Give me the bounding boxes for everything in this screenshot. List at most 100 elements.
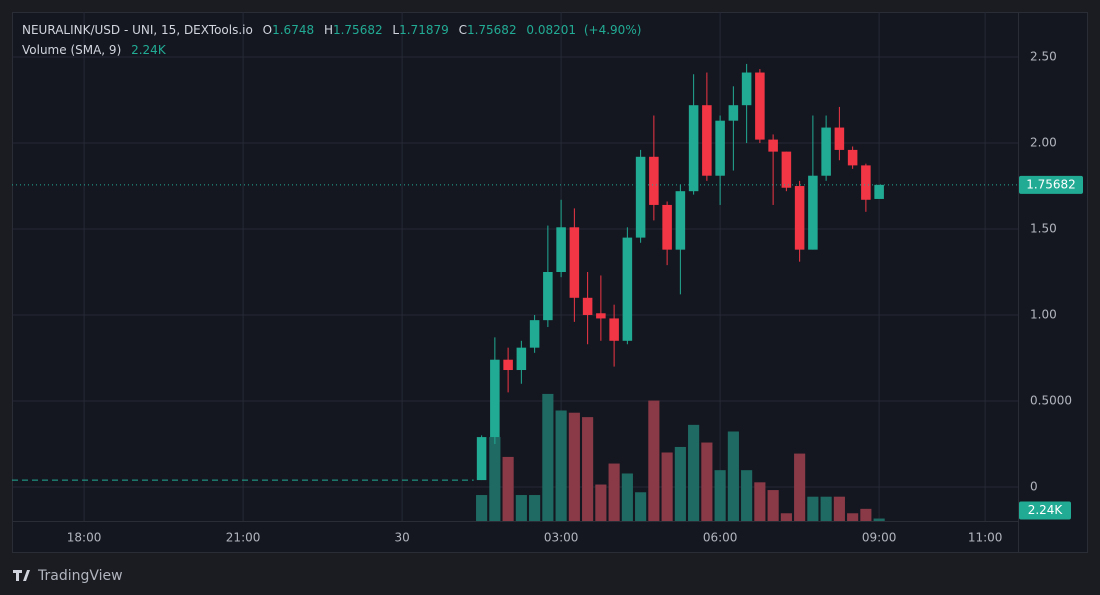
candle-body	[609, 318, 619, 341]
volume-bar	[847, 513, 859, 521]
candle-body	[649, 156, 659, 205]
candle-body	[861, 165, 871, 200]
volume-bar	[476, 495, 488, 521]
volume-bar	[661, 452, 673, 521]
candle-body	[662, 204, 672, 250]
high-value: 1.75682	[333, 23, 383, 37]
ohlc-letter: H	[324, 23, 333, 37]
brand-name: TradingView	[37, 568, 123, 584]
y-tick-label: 0	[1030, 479, 1038, 493]
low-value: 1.71879	[399, 23, 449, 37]
title: NEURALINK/USD - UNI, 15, DEXTools.io	[22, 23, 253, 37]
branding: TradingView	[13, 568, 123, 584]
volume-bar	[568, 412, 580, 521]
candle-body	[755, 72, 765, 140]
x-tick-label: 09:00	[862, 531, 897, 545]
y-tick-label: 2.50	[1030, 50, 1057, 64]
volume-bar	[688, 424, 700, 521]
last-price-label: 1.75682	[1026, 177, 1076, 191]
y-tick-label: 2.00	[1030, 136, 1057, 150]
candle-body	[556, 227, 566, 273]
x-tick-label: 11:00	[968, 531, 1003, 545]
candle-body	[728, 105, 739, 121]
candle-body	[569, 227, 580, 298]
ohlc-letter: C	[459, 23, 467, 37]
volume-bar	[529, 495, 541, 521]
volume-bar	[780, 513, 792, 521]
volume-bar	[608, 463, 620, 521]
candle-body	[781, 151, 792, 188]
close-value: 1.75682	[467, 23, 517, 37]
candle-body	[476, 437, 487, 481]
plot	[12, 12, 1018, 521]
volume-bar	[820, 496, 832, 521]
change-value: 0.08201	[526, 23, 576, 37]
volume-bar	[635, 492, 647, 521]
candle-body	[715, 120, 725, 176]
volume-bar	[714, 470, 726, 521]
open-value: 1.6748	[272, 23, 314, 37]
x-tick-label: 06:00	[703, 531, 738, 545]
volume-bar	[727, 431, 739, 521]
y-tick-label: 1.00	[1030, 307, 1057, 321]
volume-bar	[515, 495, 527, 521]
candle-body	[702, 105, 712, 176]
x-tick-label: 21:00	[226, 531, 261, 545]
y-tick-label: 0.5000	[1030, 393, 1072, 407]
candle-body	[582, 297, 593, 315]
volume-bar	[873, 518, 885, 521]
x-tick-label: 18:00	[67, 531, 102, 545]
candle-body	[529, 320, 540, 348]
candle-body	[874, 184, 884, 199]
candle-body	[543, 272, 553, 321]
brand-logo	[13, 570, 30, 581]
volume-bar	[595, 484, 607, 521]
x-tick-label: 30	[394, 531, 409, 545]
volume-bar	[542, 393, 554, 521]
volume-bar	[502, 456, 514, 521]
volume-bar	[860, 508, 872, 521]
volume-bar	[807, 496, 819, 521]
change-percent: (+4.90%)	[584, 23, 642, 37]
volume-bar	[555, 410, 567, 521]
volume-bar	[701, 442, 713, 521]
volume-name: Volume (SMA, 9)	[22, 43, 121, 57]
ohlc-letter: L	[392, 23, 399, 37]
volume-bar	[489, 437, 501, 521]
candle-body	[596, 313, 606, 319]
candle-body	[490, 359, 500, 438]
x-tick-label: 03:00	[544, 531, 579, 545]
ohlc-letter: O	[263, 23, 272, 37]
volume-bar	[582, 417, 594, 521]
candle-body	[688, 105, 699, 192]
volume-legend: Volume (SMA, 9) 2.24K	[22, 43, 167, 57]
last-volume-label: 2.24K	[1028, 503, 1064, 517]
volume-bar	[621, 473, 633, 521]
volume-bar	[767, 490, 779, 521]
candle-body	[503, 359, 513, 371]
last-price-box	[1019, 175, 1083, 194]
candle-body	[794, 186, 805, 250]
candle-body	[808, 175, 818, 250]
candle-body	[741, 72, 752, 106]
candle-body	[622, 237, 633, 341]
last-volume-box	[1019, 501, 1071, 520]
volume-bar	[833, 496, 845, 521]
candle-body	[675, 191, 686, 250]
volume-bar	[648, 400, 660, 521]
volume-bar	[794, 453, 806, 521]
volume-bar	[754, 482, 766, 521]
y-tick-label: 1.50	[1030, 222, 1057, 236]
volume-bar	[674, 446, 686, 521]
candle-body	[768, 139, 778, 152]
candle-body	[847, 149, 858, 166]
candle-body	[821, 127, 831, 176]
header-legend: NEURALINK/USD - UNI, 15, DEXTools.io O1.…	[22, 23, 641, 37]
candle-body	[635, 156, 646, 238]
candle-body	[834, 127, 845, 150]
volume-bar	[741, 470, 753, 521]
volume-last: 2.24K	[131, 43, 167, 57]
candle-body	[516, 347, 527, 371]
